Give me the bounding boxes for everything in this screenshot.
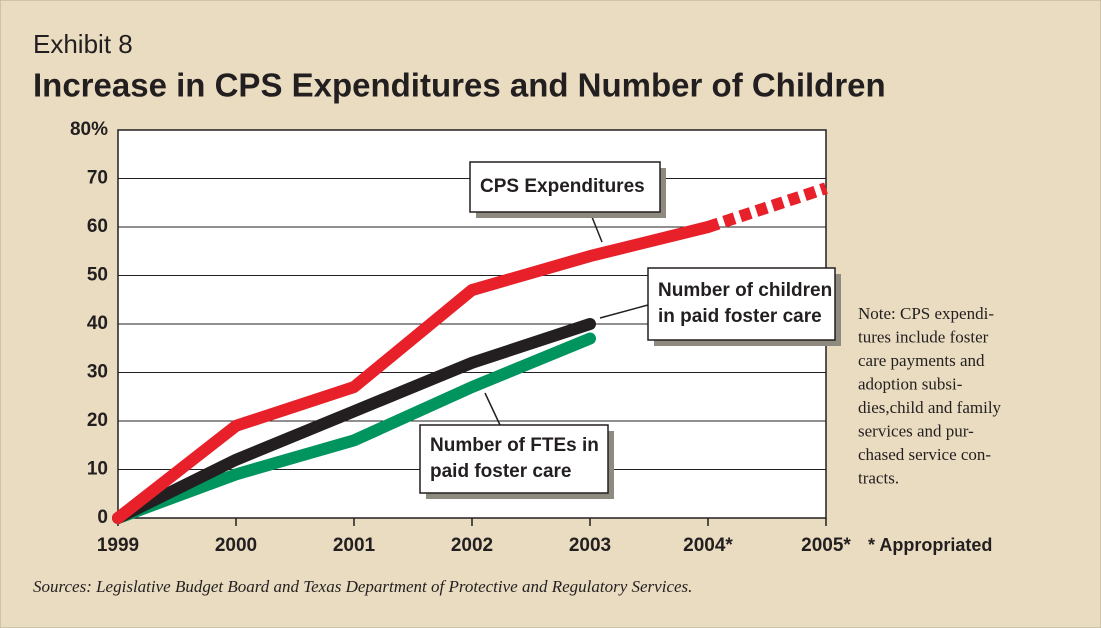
y-tick-label: 20 — [87, 410, 108, 431]
y-tick-label: 10 — [87, 459, 108, 480]
note-line: dies,child and family — [858, 398, 1002, 417]
y-tick-label: 80% — [70, 119, 108, 140]
x-tick-label: 1999 — [97, 535, 139, 556]
x-tick-label: 2000 — [215, 535, 257, 556]
x-tick-label: 2004* — [683, 535, 733, 556]
y-tick-label: 30 — [87, 362, 108, 383]
callout-pointer — [484, 392, 501, 426]
y-tick-label: 0 — [97, 507, 108, 528]
note-line: chased service con- — [858, 445, 991, 464]
y-tick-label: 40 — [87, 313, 108, 334]
x-tick-label: 2003 — [569, 535, 611, 556]
line — [112, 318, 596, 524]
callout-text: Number of FTEs in — [430, 435, 599, 456]
line — [112, 332, 596, 524]
y-tick-label: 60 — [87, 216, 108, 237]
line-dashed — [706, 182, 828, 233]
x-tick-label: 2002 — [451, 535, 493, 556]
note-line: care payments and — [858, 351, 985, 370]
callout-box — [469, 161, 661, 213]
callout-box — [419, 424, 609, 494]
callout-box — [647, 267, 836, 341]
footnote: * Appropriated — [868, 535, 992, 555]
y-tick-label: 70 — [87, 168, 108, 189]
chart-title: Increase in CPS Expenditures and Number … — [33, 67, 886, 104]
source: Sources: Legislative Budget Board and Te… — [33, 577, 692, 596]
callout-text: Number of children — [658, 280, 832, 301]
note-line: tures include foster — [858, 327, 989, 346]
line — [112, 221, 714, 524]
note-line: tracts. — [858, 468, 899, 487]
x-tick-label: 2001 — [333, 535, 376, 556]
callout-text: CPS Expenditures — [480, 176, 645, 197]
callout-text: in paid foster care — [658, 306, 822, 327]
note-line: services and pur- — [858, 421, 974, 440]
callout-pointer — [599, 304, 649, 319]
y-tick-label: 50 — [87, 265, 108, 286]
callout-text: paid foster care — [430, 461, 572, 482]
note-line: adoption subsi- — [858, 374, 963, 393]
note-line: Note: CPS expendi- — [858, 304, 994, 323]
exhibit-label: Exhibit 8 — [33, 29, 133, 59]
x-tick-label: 2005* — [801, 535, 851, 556]
